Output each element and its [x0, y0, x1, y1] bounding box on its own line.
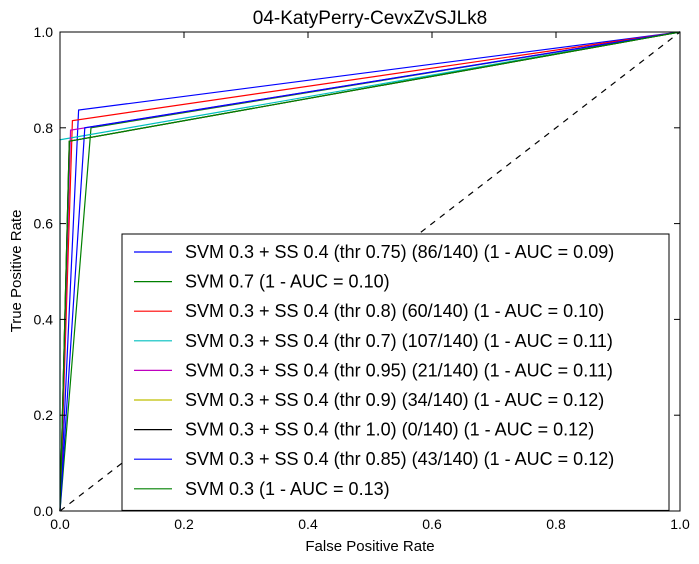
chart-title: 04-KatyPerry-CevxZvSJLk8	[253, 8, 487, 29]
x-tick-label: 1.0	[670, 516, 690, 532]
legend-entry-label: SVM 0.7 (1 - AUC = 0.10)	[185, 272, 390, 292]
legend-entry-label: SVM 0.3 (1 - AUC = 0.13)	[185, 479, 390, 499]
x-tick-label: 0.8	[546, 516, 566, 532]
y-tick-label: 0.2	[34, 407, 54, 423]
roc-series-line-8	[59, 31, 681, 512]
legend-entry-label: SVM 0.3 + SS 0.4 (thr 0.7) (107/140) (1 …	[185, 331, 613, 351]
legend-entry-label: SVM 0.3 + SS 0.4 (thr 1.0) (0/140) (1 - …	[185, 420, 594, 440]
legend-entry-label: SVM 0.3 + SS 0.4 (thr 0.95) (21/140) (1 …	[185, 360, 613, 380]
x-tick-label: 0.4	[298, 516, 318, 532]
x-axis-label: False Positive Rate	[305, 538, 434, 555]
legend-box	[121, 233, 670, 511]
plot-frame	[59, 31, 681, 512]
y-tick-label: 1.0	[34, 24, 54, 40]
y-tick-label: 0.4	[34, 311, 54, 327]
diagonal-reference-line	[59, 31, 681, 512]
roc-series-line-1	[59, 31, 681, 512]
y-tick-label: 0.0	[34, 503, 54, 519]
legend: SVM 0.3 + SS 0.4 (thr 0.75) (86/140) (1 …	[121, 233, 670, 511]
legend-entry-label: SVM 0.3 + SS 0.4 (thr 0.9) (34/140) (1 -…	[185, 390, 604, 410]
legend-entry-label: SVM 0.3 + SS 0.4 (thr 0.85) (43/140) (1 …	[185, 449, 614, 469]
y-tick-label: 0.6	[34, 216, 54, 232]
legend-entry-label: SVM 0.3 + SS 0.4 (thr 0.8) (60/140) (1 -…	[185, 301, 604, 321]
x-tick-label: 0.0	[50, 516, 70, 532]
x-tick-label: 0.2	[174, 516, 194, 532]
y-tick-label: 0.8	[34, 120, 54, 136]
legend-entry-label: SVM 0.3 + SS 0.4 (thr 0.75) (86/140) (1 …	[185, 242, 614, 262]
x-tick-label: 0.6	[422, 516, 442, 532]
roc-series-line-9	[59, 31, 681, 512]
plot-area: 0.00.0 0.2 0.2 0.4 0.4 0.6 0.6 0.8 0.8 1.0 1.0	[34, 24, 690, 532]
y-axis-label: True Positive Rate	[8, 210, 25, 333]
